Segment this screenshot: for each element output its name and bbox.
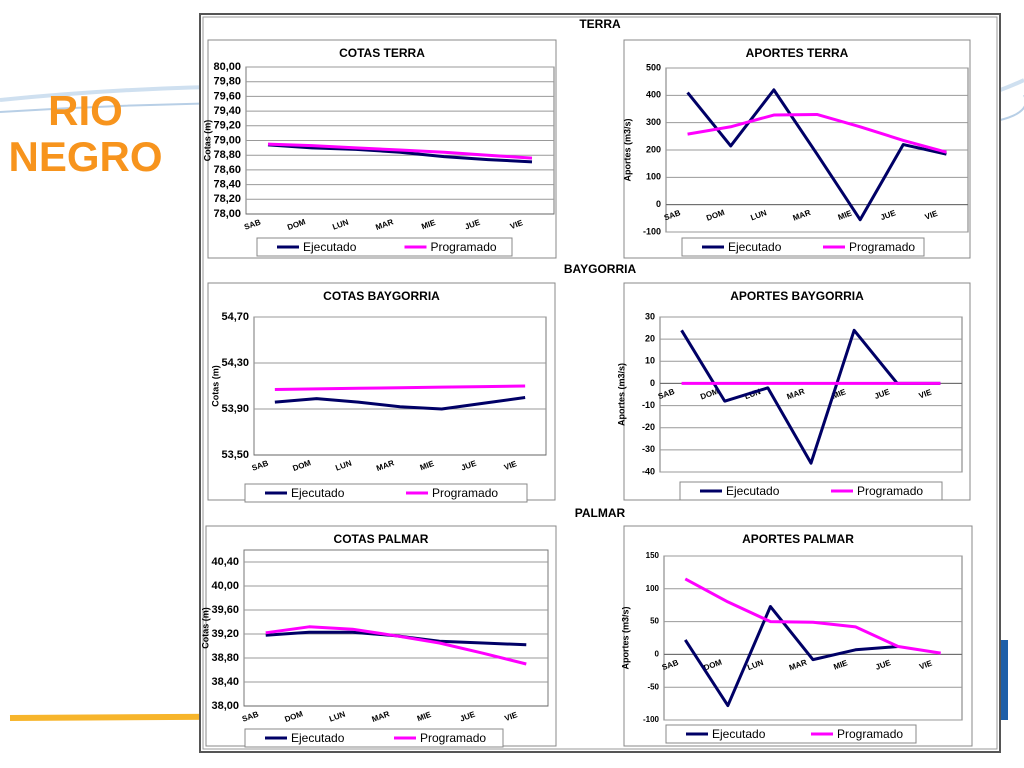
y-tick-label: 78,40 [213, 179, 241, 191]
plot-area [659, 316, 963, 473]
y-axis-label: Cotas (m) [202, 120, 212, 162]
y-tick-label: 79,40 [213, 105, 241, 117]
legend-label: Ejecutado [291, 486, 345, 500]
legend-label: Ejecutado [728, 240, 782, 254]
legend-label: Programado [857, 484, 923, 498]
legend [681, 237, 925, 257]
y-tick-label: 40,40 [211, 556, 239, 568]
series-line [274, 396, 526, 411]
y-tick-label: 30 [645, 311, 655, 321]
legend [256, 237, 513, 257]
y-tick-label: 0 [655, 650, 660, 659]
y-tick-label: 79,60 [213, 90, 241, 102]
chart-title: APORTES BAYGORRIA [730, 289, 864, 303]
y-tick-label: 200 [646, 144, 661, 154]
series-line [687, 112, 947, 154]
legend-label: Ejecutado [303, 240, 357, 254]
y-tick-label: 79,80 [213, 76, 241, 88]
legend [244, 728, 504, 748]
legend [679, 481, 943, 501]
y-tick-label: 79,20 [213, 120, 241, 132]
y-tick-label: 53,90 [221, 403, 249, 415]
series-line [267, 143, 533, 164]
chart-title: COTAS TERRA [339, 46, 425, 60]
y-tick-label: 150 [646, 551, 660, 560]
y-axis-label: Cotas (m) [200, 607, 210, 649]
y-axis-label: Aportes (m3/s) [622, 118, 632, 181]
series-line [265, 625, 527, 666]
plot-area [663, 555, 963, 721]
y-tick-label: 38,40 [211, 676, 239, 688]
y-tick-label: 54,70 [221, 311, 249, 323]
y-tick-label: 20 [645, 334, 655, 344]
slide-title: RIO NEGRO [8, 87, 163, 180]
y-tick-label: -40 [642, 466, 655, 476]
legend-label: Ejecutado [291, 731, 345, 745]
y-tick-label: -100 [643, 715, 660, 724]
legend-label: Ejecutado [726, 484, 780, 498]
y-tick-label: 78,80 [213, 149, 241, 161]
y-tick-label: -100 [643, 226, 661, 236]
chart-title: COTAS BAYGORRIA [323, 289, 440, 303]
series-line [274, 384, 526, 391]
series-line [686, 88, 947, 222]
y-tick-label: 78,60 [213, 164, 241, 176]
y-tick-label: 78,20 [213, 193, 241, 205]
y-tick-label: -10 [642, 400, 655, 410]
x-tick-label: VIE [503, 710, 519, 723]
y-tick-label: 38,80 [211, 652, 239, 664]
y-tick-label: 300 [646, 117, 661, 127]
x-tick-label: VIE [503, 459, 519, 472]
frame [202, 16, 998, 750]
series-line [684, 577, 941, 655]
y-tick-label: 39,60 [211, 604, 239, 616]
y-tick-label: 100 [646, 584, 660, 593]
section-title: TERRA [579, 17, 621, 31]
y-axis-label: Aportes (m3/s) [616, 363, 626, 426]
y-tick-label: 79,00 [213, 134, 241, 146]
section-title: PALMAR [575, 506, 626, 520]
y-tick-label: 50 [650, 617, 659, 626]
y-tick-label: -30 [642, 444, 655, 454]
y-tick-label: 80,00 [213, 61, 241, 73]
y-tick-label: -20 [642, 422, 655, 432]
x-tick-label: VIE [509, 218, 525, 231]
legend-label: Programado [837, 727, 903, 741]
legend [665, 724, 917, 744]
chart-title: APORTES PALMAR [742, 532, 854, 546]
legend-label: Ejecutado [712, 727, 766, 741]
legend-label: Programado [431, 240, 497, 254]
y-tick-label: 38,00 [211, 700, 239, 712]
legend [244, 483, 528, 503]
y-tick-label: 100 [646, 172, 661, 182]
series-line [267, 142, 533, 160]
y-tick-label: 39,20 [211, 628, 239, 640]
legend-label: Programado [432, 486, 498, 500]
legend-label: Programado [849, 240, 915, 254]
y-axis-label: Cotas (m) [210, 365, 220, 407]
y-axis-label: Aportes (m3/s) [620, 606, 630, 669]
chart-title: APORTES TERRA [746, 46, 849, 60]
y-tick-label: 0 [656, 199, 661, 209]
legend-label: Programado [420, 731, 486, 745]
x-tick-label: VIE [924, 209, 940, 222]
section-title: BAYGORRIA [564, 262, 637, 276]
y-tick-label: 400 [646, 90, 661, 100]
y-tick-label: 0 [650, 378, 655, 388]
series-line [684, 605, 899, 708]
y-tick-label: 53,50 [221, 449, 249, 461]
chart-title: COTAS PALMAR [334, 532, 429, 546]
y-tick-label: 500 [646, 62, 661, 72]
x-tick-label: VIE [918, 387, 934, 400]
x-tick-label: VIE [918, 658, 934, 671]
y-tick-label: 10 [645, 356, 655, 366]
y-tick-label: -50 [647, 682, 659, 691]
y-tick-label: 54,30 [221, 357, 249, 369]
y-tick-label: 78,00 [213, 208, 241, 220]
y-tick-label: 40,00 [211, 580, 239, 592]
